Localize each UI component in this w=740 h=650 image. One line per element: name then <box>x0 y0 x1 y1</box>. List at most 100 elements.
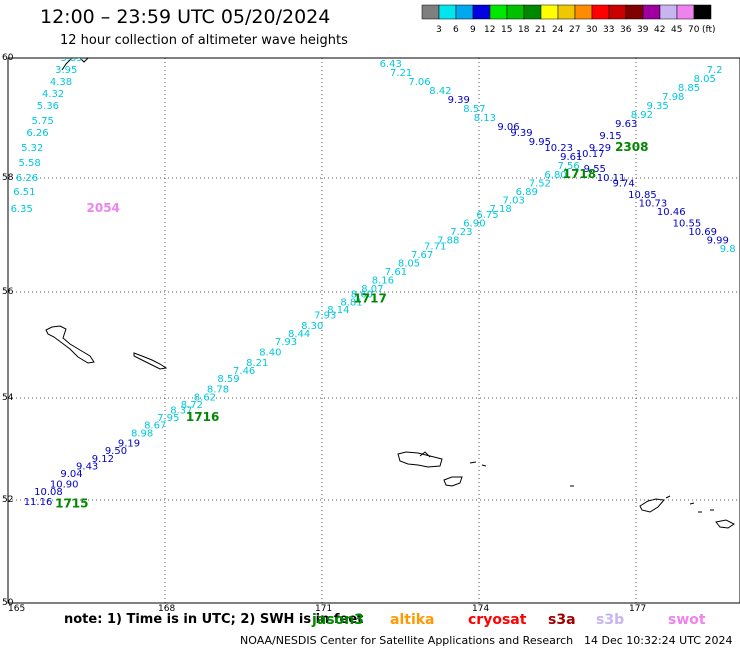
wave-height-value: 8.13 <box>474 113 496 124</box>
wave-height-value: 9.39 <box>510 128 532 139</box>
wave-height-value: 9.19 <box>118 438 140 449</box>
wave-height-value: 9.12 <box>92 454 114 465</box>
wave-height-value: 7.2 <box>707 65 723 76</box>
wave-height-value: 5.75 <box>32 116 54 127</box>
wave-height-value: 7.88 <box>437 236 459 247</box>
wave-height-value: 6.75 <box>476 210 498 221</box>
wave-height-value: 8.05 <box>694 74 716 85</box>
coastline-attu-island <box>397 451 443 468</box>
wave-height-value: 6.80 <box>544 170 566 181</box>
wave-height-value: 10.73 <box>639 199 668 210</box>
wave-height-value: 7.18 <box>489 204 511 215</box>
wave-height-value: 8.40 <box>259 348 281 359</box>
wave-height-value: 4.38 <box>50 77 72 88</box>
wave-height-value: 7.93 <box>314 311 336 322</box>
wave-height-value: 6.89 <box>516 187 538 198</box>
legend-label: 27 <box>569 25 580 35</box>
wave-height-value: 7.46 <box>233 366 255 377</box>
legend-label: 24 <box>552 25 564 35</box>
wave-height-value: 10.85 <box>628 190 657 201</box>
wave-height-value: 6.43 <box>380 59 402 70</box>
wave-height-value: 7.56 <box>558 161 580 172</box>
satellite-jason3: jason3 <box>312 612 364 628</box>
satellite-altika: altika <box>390 612 435 628</box>
coastline-kamchatka <box>61 58 89 71</box>
legend-swatch <box>557 4 576 20</box>
legend-label: 36 <box>620 25 632 35</box>
legend-swatch <box>421 4 440 20</box>
wave-height-value: 6.51 <box>13 187 35 198</box>
coastline-medny-island <box>133 352 168 370</box>
legend-swatch <box>540 4 559 20</box>
legend-swatch <box>591 4 610 20</box>
legend-swatch <box>455 4 474 20</box>
wave-height-value: 9.15 <box>599 131 621 142</box>
y-tick-label: 60 <box>2 53 14 63</box>
legend-swatch <box>472 4 491 20</box>
page-title: 12:00 – 23:59 UTC 05/20/2024 <box>40 6 331 28</box>
legend-swatch <box>608 4 627 20</box>
x-tick-label: 174 <box>472 604 489 614</box>
wave-height-value: 8.92 <box>631 110 653 121</box>
satellite-swot: swot <box>668 612 706 628</box>
pass-time-label: 1715 <box>55 497 88 511</box>
wave-height-value: 8.05 <box>398 258 420 269</box>
coastline-semichi-islands <box>469 461 487 467</box>
wave-height-value: 5.58 <box>18 158 40 169</box>
page-subtitle: 12 hour collection of altimeter wave hei… <box>60 33 348 48</box>
color-legend: 3 6 9 12 15 18 21 24 27 30 33 36 39 42 45 70 (ft) <box>421 4 716 35</box>
wave-height-value: 9.29 <box>589 143 611 154</box>
wave-height-value: 6.35 <box>11 204 33 215</box>
satellite-s3a: s3a <box>548 612 576 628</box>
legend-swatch <box>659 4 678 20</box>
wave-height-value: 10.55 <box>673 218 702 229</box>
wave-height-value: 5.36 <box>37 101 59 112</box>
wave-height-value: 4.32 <box>42 89 64 100</box>
credit-text: NOAA/NESDIS Center for Satellite Applica… <box>240 634 574 647</box>
legend-label: 12 <box>484 25 495 35</box>
wave-height-value: 8.16 <box>372 275 394 286</box>
wave-height-value: 8.30 <box>301 321 323 332</box>
wave-height-value: 10.69 <box>688 227 717 238</box>
wave-height-value: 9.50 <box>105 446 127 457</box>
wave-height-value: 9.95 <box>529 137 551 148</box>
legend-label: 42 <box>654 25 665 35</box>
y-tick-label: 58 <box>2 173 14 183</box>
legend-label: 9 <box>470 25 476 35</box>
y-tick-label: 52 <box>2 495 13 505</box>
wave-height-value: 10.23 <box>544 143 573 154</box>
wave-height-value: 8.78 <box>207 385 229 396</box>
legend-label: 45 <box>671 25 682 35</box>
wave-height-value: 7.03 <box>503 196 525 207</box>
pass-time-label: 1718 <box>563 167 596 181</box>
wave-height-value: 9.43 <box>76 461 98 472</box>
x-tick-label: 168 <box>158 604 175 614</box>
wave-height-value: 7.52 <box>529 179 551 190</box>
wave-height-value: 8.67 <box>144 421 166 432</box>
wave-height-value: 8.72 <box>181 400 203 411</box>
pass-time-label: 1716 <box>186 410 219 424</box>
wave-height-value: 5.39 <box>369 50 391 61</box>
y-tick-label: 56 <box>2 287 14 297</box>
legend-swatch <box>642 4 661 20</box>
y-tick-label: 50 <box>2 598 14 608</box>
satellite-cryosat: cryosat <box>468 612 527 628</box>
legend-swatch <box>489 4 508 20</box>
legend-unit: (ft) <box>702 25 716 35</box>
note-text: note: 1) Time is in UTC; 2) SWH is in fe… <box>64 612 364 627</box>
wave-height-value: 10.11 <box>597 173 626 184</box>
wave-height-value: 7.93 <box>275 337 297 348</box>
wave-height-value: 5.32 <box>21 143 43 154</box>
wave-height-value: 8.60 <box>351 289 373 300</box>
legend-label: 18 <box>518 25 530 35</box>
wave-height-value: 7.61 <box>385 267 407 278</box>
wave-height-value: 10.46 <box>657 207 686 218</box>
wave-height-value: 6.26 <box>26 128 48 139</box>
wave-height-value: 8.81 <box>340 297 362 308</box>
legend-swatch <box>438 4 457 20</box>
wave-height-value: 7.06 <box>408 77 430 88</box>
pass-time-label: 1717 <box>353 292 386 306</box>
wave-height-value: 8.59 <box>217 374 239 385</box>
coastline-agattu-island <box>443 476 463 487</box>
